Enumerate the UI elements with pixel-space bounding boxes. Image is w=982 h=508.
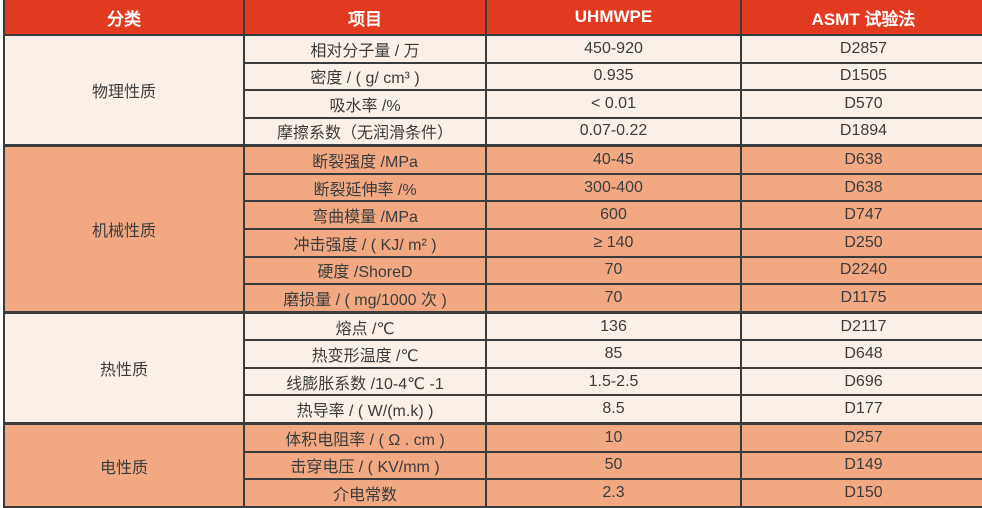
astm-cell: D1175 <box>740 283 982 314</box>
item-cell: 线膨胀系数 /10-4℃ -1 <box>243 366 487 397</box>
item-cell: 熔点 /℃ <box>243 310 487 342</box>
astm-cell: D1894 <box>740 116 982 147</box>
item-cell: 介电常数 <box>243 478 487 508</box>
category-cell-electrical: 电性质 <box>3 422 245 508</box>
value-cell: ≥ 140 <box>485 228 742 258</box>
value-cell: 300-400 <box>485 172 742 203</box>
value-cell: 2.3 <box>485 478 742 508</box>
value-cell: 0.935 <box>485 61 742 92</box>
item-cell: 热导率 / ( W/(m.k) ) <box>243 394 487 425</box>
item-cell: 弯曲模量 /MPa <box>243 200 487 230</box>
value-cell: 50 <box>485 450 742 481</box>
astm-cell: D638 <box>740 144 982 175</box>
item-cell: 摩擦系数（无润滑条件） <box>243 116 487 147</box>
astm-cell: D747 <box>740 200 982 230</box>
table-row: 热变形温度 /℃ 85 D648 <box>4 339 982 369</box>
table-row: 冲击强度 / ( KJ/ m² ) ≥ 140 D250 <box>4 228 982 258</box>
category-cell-mechanical: 机械性质 <box>3 144 245 314</box>
category-cell-thermal: 热性质 <box>3 310 245 425</box>
value-cell: 136 <box>485 310 742 342</box>
value-cell: 0.07-0.22 <box>485 116 742 147</box>
column-header-category: 分类 <box>3 0 245 36</box>
astm-cell: D177 <box>740 394 982 425</box>
value-cell: 1.5-2.5 <box>485 366 742 397</box>
properties-table: 分类 项目 UHMWPE ASMT 试验法 物理性质 相对分子量 / 万 450… <box>3 0 982 508</box>
item-cell: 断裂强度 /MPa <box>243 144 487 175</box>
header-row: 分类 项目 UHMWPE ASMT 试验法 <box>3 0 982 36</box>
item-cell: 冲击强度 / ( KJ/ m² ) <box>243 228 487 258</box>
item-cell: 磨损量 / ( mg/1000 次 ) <box>243 283 487 314</box>
astm-cell: D648 <box>740 339 982 369</box>
value-cell: 10 <box>485 422 742 453</box>
table-row: 电性质 体积电阻率 / ( Ω . cm ) 10 D257 <box>3 422 982 508</box>
astm-cell: D1505 <box>740 61 982 92</box>
item-cell: 硬度 /ShoreD <box>243 255 487 286</box>
table-row: 热导率 / ( W/(m.k) ) 8.5 D177 <box>4 394 982 425</box>
table-row: 摩擦系数（无润滑条件） 0.07-0.22 D1894 <box>4 116 982 147</box>
column-header-uhmwpe: UHMWPE <box>485 0 742 36</box>
item-cell: 密度 / ( g/ cm³ ) <box>243 61 487 92</box>
table-row: 磨损量 / ( mg/1000 次 ) 70 D1175 <box>4 283 982 314</box>
astm-cell: D570 <box>740 89 982 119</box>
column-header-item: 项目 <box>243 0 487 36</box>
value-cell: < 0.01 <box>485 89 742 119</box>
astm-cell: D2857 <box>740 34 982 64</box>
item-cell: 热变形温度 /℃ <box>243 339 487 369</box>
table-row: 硬度 /ShoreD 70 D2240 <box>4 255 982 286</box>
value-cell: 600 <box>485 200 742 230</box>
table-row: 密度 / ( g/ cm³ ) 0.935 D1505 <box>4 61 982 92</box>
table-row: 击穿电压 / ( KV/mm ) 50 D149 <box>4 450 982 481</box>
item-cell: 相对分子量 / 万 <box>243 34 487 64</box>
table-row: 断裂延伸率 /% 300-400 D638 <box>4 172 982 203</box>
value-cell: 8.5 <box>485 394 742 425</box>
table-row: 介电常数 2.3 D150 <box>4 478 982 508</box>
item-cell: 断裂延伸率 /% <box>243 172 487 203</box>
table-row: 热性质 熔点 /℃ 136 D2117 <box>3 310 982 425</box>
column-header-astm: ASMT 试验法 <box>740 0 982 36</box>
value-cell: 85 <box>485 339 742 369</box>
astm-cell: D2240 <box>740 255 982 286</box>
item-cell: 吸水率 /% <box>243 89 487 119</box>
value-cell: 40-45 <box>485 144 742 175</box>
category-cell-physical: 物理性质 <box>3 34 245 147</box>
astm-cell: D150 <box>740 478 982 508</box>
astm-cell: D2117 <box>740 310 982 342</box>
astm-cell: D250 <box>740 228 982 258</box>
table-row: 线膨胀系数 /10-4℃ -1 1.5-2.5 D696 <box>4 366 982 397</box>
value-cell: 70 <box>485 255 742 286</box>
item-cell: 体积电阻率 / ( Ω . cm ) <box>243 422 487 453</box>
astm-cell: D638 <box>740 172 982 203</box>
astm-cell: D696 <box>740 366 982 397</box>
table-row: 机械性质 断裂强度 /MPa 40-45 D638 <box>3 144 982 314</box>
item-cell: 击穿电压 / ( KV/mm ) <box>243 450 487 481</box>
value-cell: 450-920 <box>485 34 742 64</box>
astm-cell: D149 <box>740 450 982 481</box>
astm-cell: D257 <box>740 422 982 453</box>
value-cell: 70 <box>485 283 742 314</box>
table-row: 物理性质 相对分子量 / 万 450-920 D2857 <box>3 34 982 147</box>
